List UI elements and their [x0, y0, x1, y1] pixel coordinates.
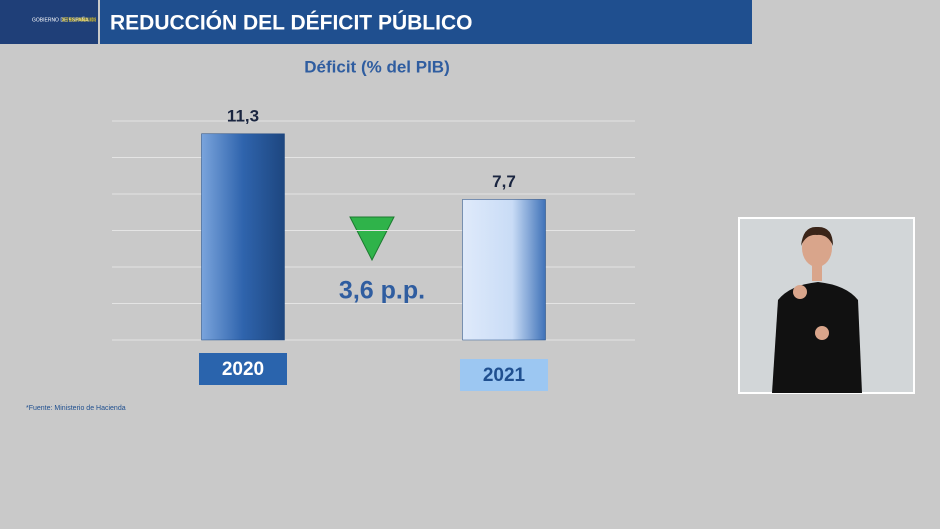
- x-tick-label: 2021: [483, 365, 526, 386]
- value-label: 11,3: [227, 106, 259, 125]
- bar: [462, 199, 546, 341]
- x-tick-label: 2020: [222, 359, 264, 380]
- interpreter: [738, 217, 915, 394]
- chart-title: Déficit (% del PIB): [304, 57, 449, 76]
- logo-text: GOBIERNO DE ESPAÑA: [32, 16, 89, 23]
- campaign-text: #ESTE VIRUS LO PARAMOS UNIDOS: [62, 17, 96, 23]
- logo-box: [0, 0, 98, 44]
- annotation: 3,6 p.p.: [339, 277, 425, 305]
- value-label: 7,7: [492, 172, 516, 191]
- category-box: [199, 353, 287, 385]
- down-arrow: [349, 216, 395, 262]
- header-bar: [100, 0, 752, 44]
- header-title: REDUCCIÓN DEL DÉFICIT PÚBLICO: [110, 11, 472, 35]
- source: *Fuente: Ministerio de Hacienda: [26, 405, 126, 412]
- bar: [201, 133, 285, 341]
- category-box: [460, 359, 548, 391]
